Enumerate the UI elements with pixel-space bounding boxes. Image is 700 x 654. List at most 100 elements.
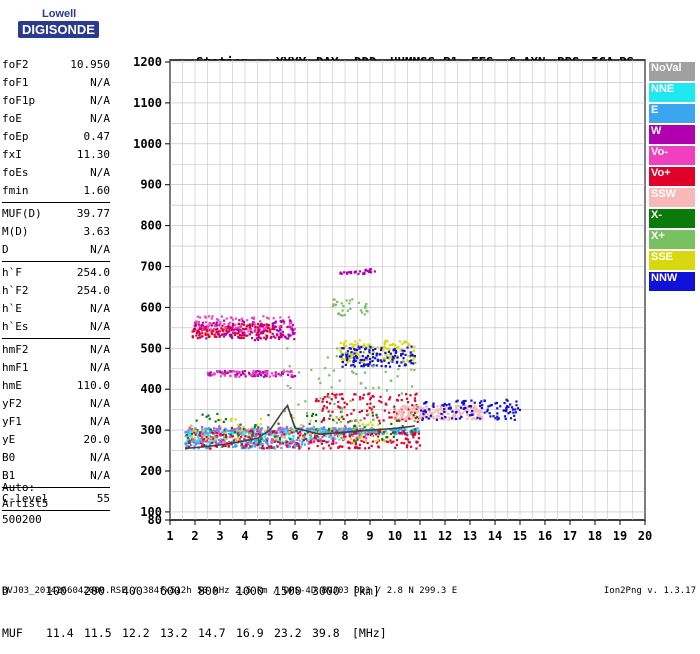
data-point (407, 414, 410, 417)
data-point (224, 444, 227, 448)
data-point (281, 440, 284, 443)
data-point (266, 437, 269, 440)
data-point (367, 423, 370, 426)
data-point (332, 436, 335, 439)
data-point (268, 433, 271, 436)
data-point (205, 435, 208, 439)
data-point (351, 350, 354, 354)
data-point (256, 430, 259, 433)
data-point (245, 325, 248, 328)
data-point (242, 426, 245, 429)
data-point (223, 319, 226, 322)
data-point (412, 436, 415, 439)
legend-item: NNW (649, 272, 695, 291)
data-point (333, 298, 336, 301)
data-point (204, 333, 207, 337)
x-tick-label: 10 (388, 529, 402, 543)
data-point (300, 427, 304, 430)
data-point (284, 429, 287, 432)
data-point (271, 322, 274, 326)
row-unit: [MHz] (352, 626, 387, 640)
data-point (293, 332, 296, 335)
data-point (436, 410, 439, 414)
param-name: foF1p (2, 94, 36, 107)
data-point (255, 443, 258, 446)
data-point (194, 441, 197, 444)
data-point (403, 418, 406, 421)
data-point (277, 372, 280, 376)
data-point (391, 360, 394, 363)
data-point (258, 372, 261, 376)
data-point (439, 404, 442, 408)
data-point (400, 353, 403, 356)
data-point (206, 326, 209, 329)
data-point (249, 374, 252, 377)
row-value: 1000 (236, 584, 264, 598)
data-point (255, 433, 258, 436)
data-point (414, 431, 417, 434)
data-point (369, 352, 372, 355)
data-point (278, 443, 282, 446)
data-point (280, 446, 283, 450)
data-point (341, 309, 344, 312)
data-point (366, 363, 369, 366)
data-point (322, 418, 325, 422)
data-point (405, 393, 408, 396)
data-point (219, 418, 222, 422)
data-point (400, 428, 403, 431)
data-point (363, 348, 367, 351)
data-point (298, 434, 301, 437)
data-point (384, 370, 387, 373)
data-point (289, 386, 292, 390)
data-point (447, 412, 450, 415)
data-point (301, 436, 305, 439)
data-point (286, 347, 289, 350)
data-point (439, 412, 442, 415)
data-point (375, 354, 378, 357)
param-row: fxI 11.30 (2, 146, 110, 164)
data-point (405, 406, 408, 409)
data-point (364, 386, 367, 390)
data-point (234, 375, 237, 378)
data-point (303, 432, 307, 435)
data-point (288, 445, 292, 448)
data-point (505, 406, 508, 409)
data-point (195, 331, 198, 335)
data-point (217, 438, 220, 442)
data-point (505, 405, 509, 408)
data-point (440, 412, 443, 416)
data-point (407, 441, 410, 444)
data-point (346, 361, 349, 364)
data-point (226, 436, 229, 439)
data-point (390, 422, 393, 425)
data-point (441, 417, 444, 420)
data-point (386, 440, 390, 444)
data-point (229, 429, 233, 432)
data-point (248, 323, 251, 326)
data-point (377, 445, 380, 448)
artist-version: Artist5 (2, 497, 49, 510)
data-point (197, 447, 200, 450)
data-point (228, 321, 231, 324)
data-point (352, 360, 355, 363)
data-point (466, 408, 469, 411)
param-name: foEs (2, 166, 29, 179)
data-point (247, 431, 250, 434)
data-point (297, 445, 301, 448)
param-row: D N/A (2, 241, 110, 259)
data-point (319, 397, 322, 400)
data-point (356, 357, 359, 360)
data-point (377, 423, 380, 426)
data-point (280, 435, 283, 438)
data-point (472, 409, 475, 412)
data-point (380, 360, 383, 363)
data-point (234, 373, 237, 376)
data-point (234, 323, 237, 326)
data-point (267, 317, 270, 320)
param-value: 20.0 (83, 433, 111, 446)
data-point (388, 357, 391, 360)
data-point (292, 333, 295, 336)
param-name: h`Es (2, 320, 29, 333)
data-point (262, 438, 265, 441)
data-point (254, 434, 258, 437)
